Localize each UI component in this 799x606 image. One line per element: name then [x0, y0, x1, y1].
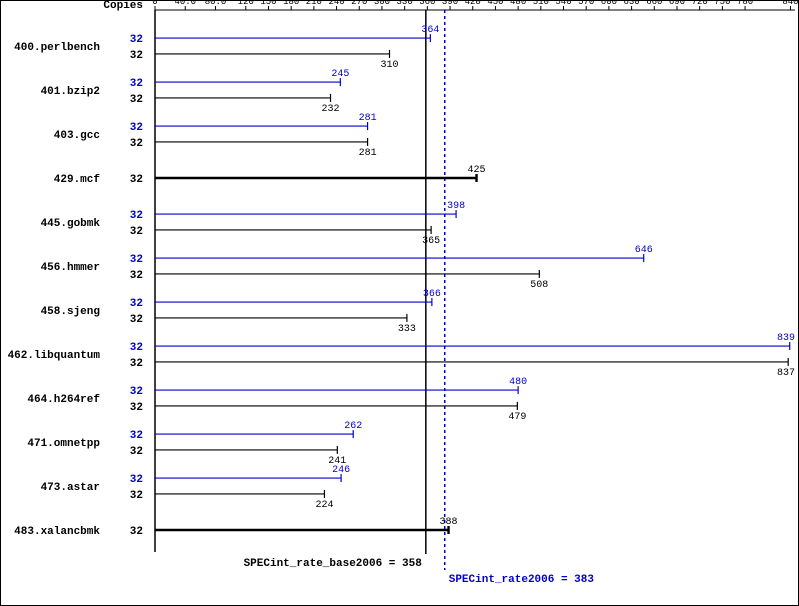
copies-label: 32: [130, 298, 143, 310]
copies-label: 32: [130, 430, 143, 442]
bar-value: 508: [530, 280, 548, 291]
xtick-label: 0: [152, 0, 157, 7]
xtick-label: 720: [692, 0, 708, 7]
copies-label: 32: [130, 402, 143, 414]
bar-value: 246: [332, 465, 350, 476]
benchmark-name: 403.gcc: [54, 130, 100, 142]
copies-label: 32: [130, 270, 143, 282]
benchmark-name: 464.h264ref: [27, 394, 100, 406]
bar-value: 333: [398, 324, 416, 335]
copies-label: 32: [130, 446, 143, 458]
xtick-label: 80.0: [205, 0, 227, 7]
bar-value: 224: [315, 500, 333, 511]
copies-label: 32: [130, 526, 143, 538]
xtick-label: 150: [260, 0, 276, 7]
bar-value: 262: [344, 421, 362, 432]
xtick-label: 450: [487, 0, 503, 7]
bar-value: 245: [331, 69, 349, 80]
copies-label: 32: [130, 94, 143, 106]
copies-label: 32: [130, 226, 143, 238]
bar-value: 646: [635, 245, 653, 256]
xtick-label: 840: [782, 0, 798, 7]
bar-value: 398: [447, 201, 465, 212]
copies-label: 32: [130, 122, 143, 134]
xtick-label: 600: [601, 0, 617, 7]
xtick-label: 660: [646, 0, 662, 7]
benchmark-name: 473.astar: [41, 482, 100, 494]
bar-value: 480: [509, 377, 527, 388]
xtick-label: 630: [623, 0, 639, 7]
benchmark-name: 483.xalancbmk: [14, 526, 100, 538]
xtick-label: 330: [397, 0, 413, 7]
xtick-label: 420: [465, 0, 481, 7]
copies-label: 32: [130, 34, 143, 46]
copies-label: 32: [130, 386, 143, 398]
copies-label: 32: [130, 78, 143, 90]
bar-value: 310: [381, 60, 399, 71]
copies-label: 32: [130, 342, 143, 354]
xtick-label: 120: [238, 0, 254, 7]
xtick-label: 40.0: [174, 0, 196, 7]
xtick-label: 480: [510, 0, 526, 7]
copies-label: 32: [130, 50, 143, 62]
xtick-label: 300: [374, 0, 390, 7]
benchmark-name: 456.hmmer: [41, 262, 100, 274]
xtick-label: 360: [419, 0, 435, 7]
benchmark-name: 445.gobmk: [41, 218, 101, 230]
bar-value: 837: [777, 368, 795, 379]
copies-label: 32: [130, 174, 143, 186]
bar-value: 388: [440, 517, 458, 528]
bar-value: 281: [359, 113, 377, 124]
bar-value: 479: [508, 412, 526, 423]
bar-value: 281: [359, 148, 377, 159]
bar-value: 425: [468, 165, 486, 176]
spec-rate-chart: 0 40.0 80.0 120 150 180 210 240 270 300 330 360 390 4…: [0, 0, 799, 606]
xtick-label: 750: [714, 0, 730, 7]
base-line-label: SPECint_rate_base2006 = 358: [244, 558, 423, 570]
copies-label: 32: [130, 474, 143, 486]
benchmark-name: 471.omnetpp: [27, 438, 100, 450]
xtick-label: 240: [328, 0, 344, 7]
xtick-label: 390: [442, 0, 458, 7]
bar-value: 232: [322, 104, 340, 115]
copies-label: 32: [130, 254, 143, 266]
benchmark-name: 400.perlbench: [14, 42, 100, 54]
xtick-label: 180: [283, 0, 299, 7]
bar-value: 366: [423, 289, 441, 300]
xtick-label: 270: [351, 0, 367, 7]
copies-label: 32: [130, 210, 143, 222]
copies-label: 32: [130, 358, 143, 370]
copies-label: 32: [130, 314, 143, 326]
benchmark-name: 462.libquantum: [8, 350, 101, 362]
bar-value: 839: [777, 333, 795, 344]
benchmark-name: 429.mcf: [54, 174, 101, 186]
bar-value: 365: [422, 236, 440, 247]
bar-value: 364: [421, 25, 439, 36]
benchmark-name: 458.sjeng: [41, 306, 100, 318]
xtick-label: 210: [306, 0, 322, 7]
copies-label: 32: [130, 490, 143, 502]
peak-line-label: SPECint_rate2006 = 383: [449, 574, 595, 586]
xtick-label: 540: [555, 0, 571, 7]
xtick-label: 510: [533, 0, 549, 7]
xtick-label: 570: [578, 0, 594, 7]
copies-label: 32: [130, 138, 143, 150]
copies-header: Copies: [103, 0, 143, 12]
benchmark-name: 401.bzip2: [41, 86, 100, 98]
xtick-label: 780: [737, 0, 753, 7]
xtick-label: 690: [669, 0, 685, 7]
